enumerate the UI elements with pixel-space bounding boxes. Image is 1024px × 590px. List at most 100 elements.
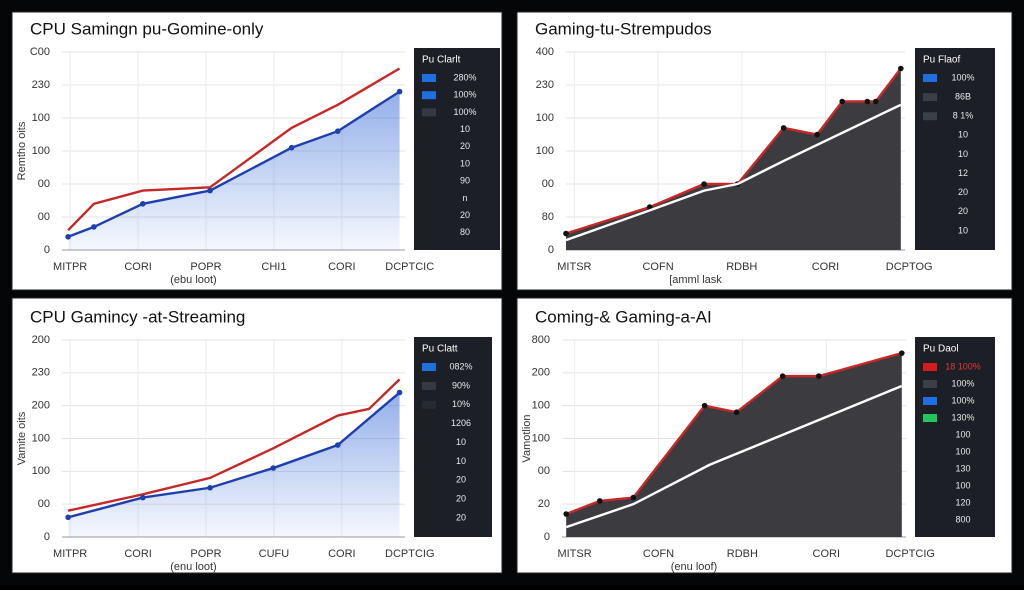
- legend-label: 082%: [449, 361, 472, 371]
- legend-label: 100: [955, 480, 970, 490]
- point: [899, 350, 905, 356]
- point: [65, 514, 71, 521]
- point: [646, 204, 653, 210]
- area: [68, 392, 400, 537]
- area: [68, 91, 400, 250]
- legend-label: 130%: [951, 412, 974, 422]
- point: [334, 442, 341, 448]
- y-tick-label: 100: [532, 432, 550, 444]
- point: [898, 65, 904, 72]
- legend-swatch: [923, 380, 937, 388]
- legend-label: 100%: [951, 378, 974, 388]
- legend-label: 20: [456, 512, 466, 522]
- legend-label: 20: [456, 475, 466, 485]
- point: [334, 128, 341, 134]
- point: [207, 484, 213, 491]
- legend-label: n: [462, 193, 467, 203]
- y-axis-label: Vamite oits: [16, 411, 28, 465]
- legend-label: 18 100%: [945, 361, 981, 371]
- x-tick-label: POPR: [190, 261, 221, 273]
- y-tick-label: 400: [536, 46, 554, 58]
- point: [864, 98, 871, 105]
- y-tick-label: 00: [538, 465, 550, 477]
- chart-title: CPU Gamincy -at-Streaming: [30, 307, 245, 326]
- point: [207, 187, 213, 194]
- y-tick-label: C00: [30, 46, 50, 58]
- x-tick-label: CORI: [813, 548, 841, 560]
- point: [563, 511, 569, 517]
- point: [839, 98, 846, 105]
- legend-swatch: [422, 400, 436, 409]
- x-tick-label: CORI: [812, 261, 840, 273]
- line: [565, 103, 902, 242]
- point: [701, 181, 707, 187]
- x-tick-label: CORI: [328, 548, 356, 560]
- y-tick-label: 230: [536, 79, 554, 91]
- point: [396, 88, 403, 95]
- x-tick-label: CHI1: [261, 261, 286, 273]
- legend-swatch: [923, 112, 937, 121]
- x-tick-label: COFN: [643, 548, 674, 560]
- x-tick-label: RDBH: [726, 261, 757, 273]
- y-tick-label: 00: [38, 211, 50, 223]
- x-tick-label: DCPTOG: [886, 261, 933, 273]
- legend-swatch: [923, 414, 937, 422]
- legend-label: 86B: [955, 91, 971, 101]
- point: [270, 465, 277, 471]
- legend-swatch: [923, 363, 937, 371]
- point: [872, 98, 879, 105]
- y-tick-label: 00: [38, 178, 50, 190]
- point: [815, 373, 822, 379]
- legend-label: 90: [460, 176, 470, 186]
- legend-label: 20: [958, 187, 968, 197]
- legend-swatch: [422, 91, 436, 100]
- legend-swatch: [422, 74, 436, 82]
- x-axis-label: (enu loof): [671, 561, 717, 573]
- y-tick-label: 20: [538, 498, 550, 510]
- area: [566, 68, 901, 250]
- y-tick-label: 0: [44, 531, 50, 543]
- y-tick-label: 100: [32, 145, 50, 157]
- x-tick-label: MITPR: [53, 261, 87, 273]
- legend-label: 10: [958, 225, 968, 235]
- y-tick-label: 80: [542, 211, 554, 223]
- y-tick-label: 200: [32, 334, 50, 346]
- legend-label: 20: [460, 210, 470, 220]
- y-tick-label: 100: [32, 465, 50, 477]
- area: [566, 353, 902, 537]
- x-tick-label: MITPR: [53, 548, 87, 560]
- legend-label: 130: [955, 463, 970, 473]
- line: [67, 67, 401, 232]
- point: [630, 494, 637, 501]
- legend-label: 10: [958, 130, 968, 140]
- line: [67, 378, 401, 512]
- x-axis-label: [amml lask: [669, 274, 722, 286]
- legend-title: Pu Clarlt: [422, 55, 461, 66]
- legend-label: 1206: [451, 418, 471, 428]
- legend-label: 100%: [453, 90, 476, 100]
- y-tick-label: 230: [32, 79, 50, 91]
- y-tick-label: 100: [32, 112, 50, 124]
- legend-title: Pu Daol: [923, 344, 959, 355]
- chart-title: Coming-& Gaming-a-AI: [535, 307, 712, 326]
- point: [733, 409, 740, 416]
- legend-swatch: [422, 108, 436, 117]
- legend-swatch: [422, 363, 436, 371]
- line: [565, 384, 903, 529]
- x-tick-label: CORI: [124, 261, 152, 273]
- x-axis-label: (enu loot): [170, 561, 216, 573]
- legend-label: 100: [955, 429, 970, 439]
- legend-swatch: [422, 381, 436, 390]
- legend-label: 10: [456, 456, 466, 466]
- point: [91, 224, 97, 230]
- legend-label: 280%: [453, 72, 476, 82]
- point: [596, 498, 603, 504]
- y-tick-label: 100: [536, 145, 554, 157]
- y-tick-label: 100: [532, 400, 550, 412]
- y-tick-label: 00: [542, 178, 554, 190]
- x-tick-label: RDBH: [727, 548, 758, 560]
- x-tick-label: DCPTCIC: [385, 261, 434, 273]
- y-tick-label: 0: [44, 244, 50, 256]
- x-tick-label: MITSR: [557, 261, 591, 273]
